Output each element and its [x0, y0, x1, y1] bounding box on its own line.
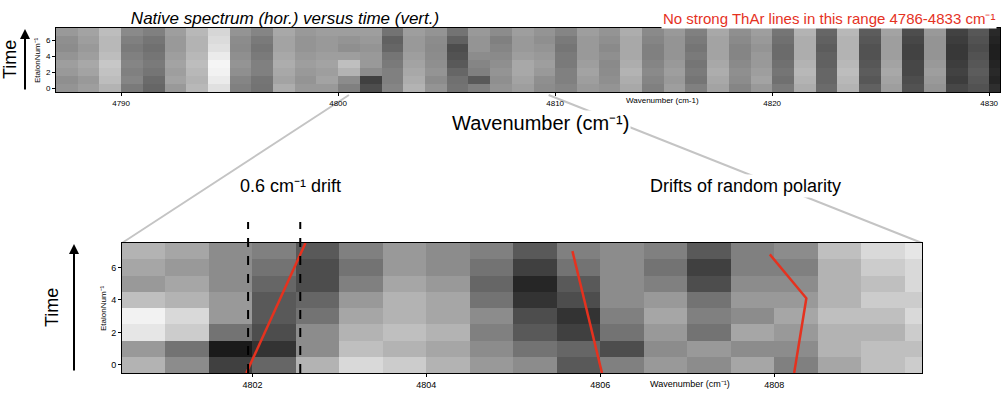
- svg-text:4804: 4804: [416, 380, 436, 390]
- svg-text:4820: 4820: [763, 99, 781, 108]
- svg-text:6: 6: [111, 263, 116, 273]
- svg-text:4: 4: [46, 52, 51, 61]
- svg-text:EtalonNum⁻¹: EtalonNum⁻¹: [33, 37, 42, 83]
- svg-text:4800: 4800: [329, 99, 347, 108]
- svg-text:Time: Time: [0, 40, 20, 79]
- svg-text:4830: 4830: [980, 99, 998, 108]
- svg-text:Wavenumber (cm⁻¹): Wavenumber (cm⁻¹): [452, 112, 629, 134]
- svg-text:4810: 4810: [546, 99, 564, 108]
- svg-text:0: 0: [46, 84, 51, 93]
- svg-text:EtalonNum⁻¹: EtalonNum⁻¹: [99, 285, 108, 331]
- svg-text:0.6 cm⁻¹ drift: 0.6 cm⁻¹ drift: [240, 176, 341, 196]
- svg-text:2: 2: [46, 68, 51, 77]
- svg-text:4790: 4790: [112, 99, 130, 108]
- svg-text:Native spectrum (hor.) versus: Native spectrum (hor.) versus time (vert…: [131, 9, 439, 28]
- svg-text:No strong ThAr lines in this r: No strong ThAr lines in this range 4786-…: [663, 10, 995, 27]
- svg-text:2: 2: [111, 328, 116, 338]
- svg-text:Wavenumber (cm⁻¹): Wavenumber (cm⁻¹): [650, 379, 730, 389]
- svg-text:Wavenumber (cm-1): Wavenumber (cm-1): [626, 96, 699, 105]
- svg-text:Drifts of random polarity: Drifts of random polarity: [650, 176, 841, 196]
- svg-text:4802: 4802: [242, 380, 262, 390]
- svg-text:4: 4: [111, 295, 116, 305]
- svg-text:Time: Time: [42, 288, 62, 327]
- svg-text:4806: 4806: [590, 380, 610, 390]
- svg-text:6: 6: [46, 36, 51, 45]
- svg-text:4808: 4808: [764, 380, 784, 390]
- svg-text:0: 0: [111, 360, 116, 370]
